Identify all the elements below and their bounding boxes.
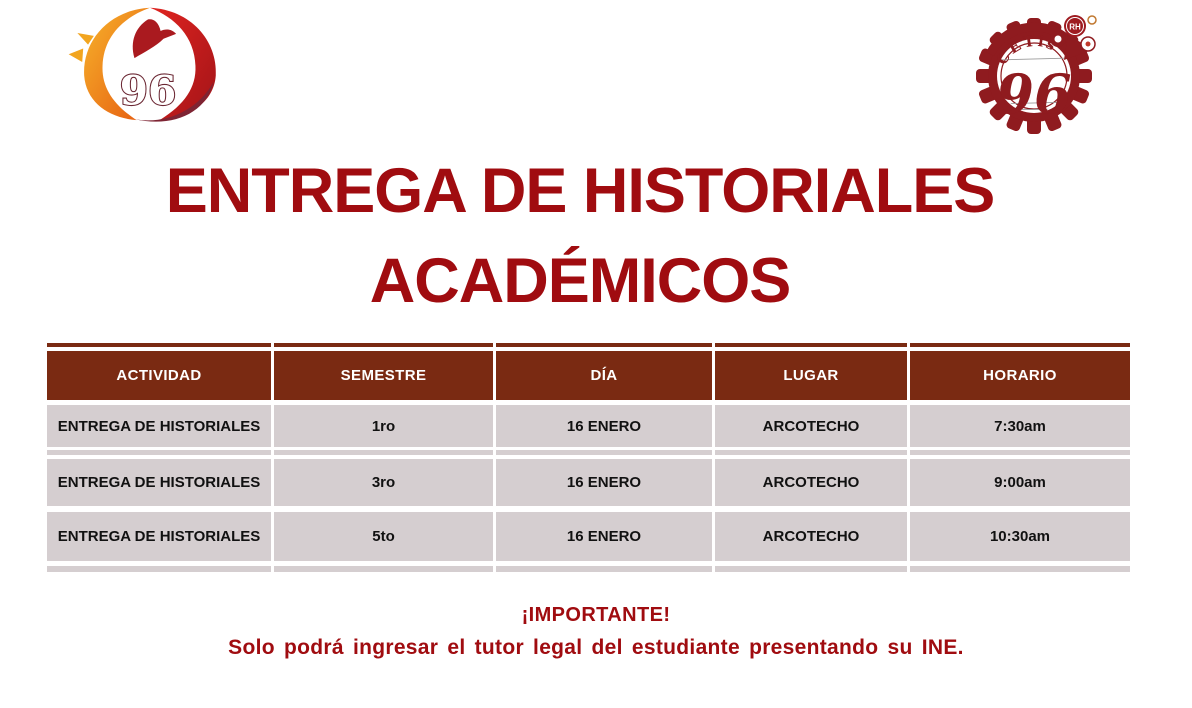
table-bottom-strip	[47, 561, 1130, 572]
gear-badges: RH	[1050, 15, 1097, 52]
table-top-border	[47, 343, 1130, 347]
phoenix-96-logo: 96	[66, 2, 232, 122]
cetis-96-gear-logo: CETis 96 RH	[972, 8, 1104, 138]
spacer-cell	[910, 566, 1130, 572]
cell-lugar: ARCOTECHO	[715, 405, 907, 447]
footer-notice: ¡IMPORTANTE! Solo podrá ingresar el tuto…	[16, 604, 1176, 660]
cell-horario: 7:30am	[910, 405, 1130, 447]
cell-actividad: ENTREGA DE HISTORIALES	[47, 405, 271, 447]
spacer-cell	[274, 450, 493, 455]
phoenix-icon: 96	[68, 7, 216, 122]
cell-lugar: ARCOTECHO	[715, 512, 907, 561]
spacer-cell	[715, 450, 907, 455]
table-row: ENTREGA DE HISTORIALES 5to 16 ENERO ARCO…	[47, 506, 1130, 561]
spacer-cell	[910, 450, 1130, 455]
cell-dia: 16 ENERO	[496, 459, 712, 506]
spacer-cell	[496, 450, 712, 455]
cell-dia: 16 ENERO	[496, 512, 712, 561]
cell-semestre: 5to	[274, 512, 493, 561]
gear-96-text: 96	[996, 62, 1071, 126]
border-cell	[910, 343, 1130, 347]
header-horario: HORARIO	[910, 351, 1130, 400]
important-note: Solo podrá ingresar el tutor legal del e…	[228, 636, 964, 659]
border-cell	[47, 343, 271, 347]
cell-actividad: ENTREGA DE HISTORIALES	[47, 459, 271, 506]
header-dia: DÍA	[496, 351, 712, 400]
cell-actividad: ENTREGA DE HISTORIALES	[47, 512, 271, 561]
rh-badge-text: RH	[1069, 23, 1081, 32]
spacer-cell	[47, 566, 271, 572]
spacer-cell	[274, 566, 493, 572]
cell-lugar: ARCOTECHO	[715, 459, 907, 506]
spacer-cell	[47, 450, 271, 455]
spacer-cell	[715, 566, 907, 572]
table-row: ENTREGA DE HISTORIALES 3ro 16 ENERO ARCO…	[47, 455, 1130, 506]
header-actividad: ACTIVIDAD	[47, 351, 271, 400]
border-cell	[496, 343, 712, 347]
phoenix-96-text: 96	[120, 67, 177, 115]
cell-semestre: 3ro	[274, 459, 493, 506]
header-lugar: LUGAR	[715, 351, 907, 400]
table-row: ENTREGA DE HISTORIALES 1ro 16 ENERO ARCO…	[47, 400, 1130, 447]
border-cell	[715, 343, 907, 347]
cell-semestre: 1ro	[274, 405, 493, 447]
page-title: ENTREGA DE HISTORIALES ACADÉMICOS	[16, 146, 1144, 326]
page-title-line1: ENTREGA DE HISTORIALES	[165, 156, 996, 226]
cell-horario: 10:30am	[910, 512, 1130, 561]
header-semestre: SEMESTRE	[274, 351, 493, 400]
cell-dia: 16 ENERO	[496, 405, 712, 447]
border-cell	[274, 343, 493, 347]
cell-horario: 9:00am	[910, 459, 1130, 506]
important-label: ¡IMPORTANTE!	[521, 604, 671, 626]
schedule-table: ACTIVIDAD SEMESTRE DÍA LUGAR HORARIO ENT…	[47, 343, 1130, 572]
table-spacer-strip	[47, 447, 1130, 455]
spacer-cell	[496, 566, 712, 572]
page-title-line2: ACADÉMICOS	[369, 246, 792, 316]
table-header-row: ACTIVIDAD SEMESTRE DÍA LUGAR HORARIO	[47, 347, 1130, 400]
gear-icon: CETis 96 RH	[976, 15, 1097, 134]
